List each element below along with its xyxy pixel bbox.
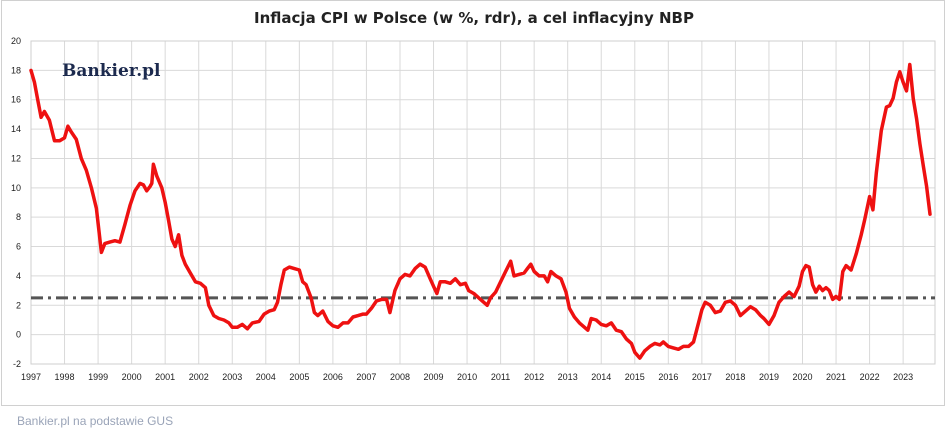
x-axis: 1997 1998 1999 2000 2001 2002 2003 2004 2005 2006…	[21, 372, 913, 382]
y-tick-label: 10	[11, 183, 21, 193]
cpi-series-line	[29, 62, 932, 360]
x-tick-label: 2008	[390, 372, 410, 382]
x-tick-label: 2016	[658, 372, 678, 382]
x-tick-label: 2004	[256, 372, 276, 382]
y-tick-label: -2	[13, 359, 21, 369]
y-axis: -2 0 2 4 6 8 10 12 14 16 18 20	[11, 36, 21, 369]
x-tick-label: 2017	[692, 372, 712, 382]
y-tick-label: 14	[11, 124, 21, 134]
x-tick-label: 2018	[725, 372, 745, 382]
x-tick-label: 2019	[759, 372, 779, 382]
y-tick-label: 4	[16, 271, 21, 281]
chart-area: -2 0 2 4 6 8 10 12 14 16 18 20 1997 1998 1999 2000 2001…	[11, 36, 936, 382]
x-tick-label: 2010	[457, 372, 477, 382]
x-tick-label: 2002	[189, 372, 209, 382]
y-tick-label: 12	[11, 153, 21, 163]
x-tick-label: 2014	[591, 372, 611, 382]
series-layer	[29, 62, 932, 360]
y-tick-label: 16	[11, 95, 21, 105]
y-tick-label: 6	[16, 242, 21, 252]
bankier-logo: Bankier.pl	[62, 61, 161, 81]
x-tick-label: 2006	[323, 372, 343, 382]
y-tick-label: 18	[11, 65, 21, 75]
x-tick-label: 2012	[524, 372, 544, 382]
x-tick-label: 2013	[558, 372, 578, 382]
x-tick-label: 2005	[289, 372, 309, 382]
plot-border	[30, 40, 936, 365]
gridlines	[30, 40, 936, 365]
x-tick-label: 1998	[55, 372, 75, 382]
y-tick-label: 8	[16, 212, 21, 222]
chart-title: Inflacja CPI w Polsce (w %, rdr), a cel …	[254, 9, 694, 27]
y-tick-label: 2	[16, 300, 21, 310]
x-tick-label: 2000	[122, 372, 142, 382]
y-tick-label: 20	[11, 36, 21, 46]
x-tick-label: 2020	[792, 372, 812, 382]
x-tick-label: 2003	[222, 372, 242, 382]
x-tick-label: 1997	[21, 372, 41, 382]
chart-frame: -2 0 2 4 6 8 10 12 14 16 18 20 1997 1998 1999 2000 2001…	[1, 0, 945, 406]
x-tick-label: 2001	[155, 372, 175, 382]
x-tick-label: 2023	[893, 372, 913, 382]
x-tick-label: 1999	[88, 372, 108, 382]
x-tick-label: 2011	[491, 372, 510, 382]
x-tick-label: 2007	[356, 372, 376, 382]
x-tick-label: 2021	[826, 372, 846, 382]
source-note: Bankier.pl na podstawie GUS	[17, 414, 174, 428]
x-tick-label: 2009	[424, 372, 444, 382]
x-tick-label: 2022	[860, 372, 880, 382]
x-tick-label: 2015	[625, 372, 645, 382]
y-tick-label: 0	[16, 330, 21, 340]
